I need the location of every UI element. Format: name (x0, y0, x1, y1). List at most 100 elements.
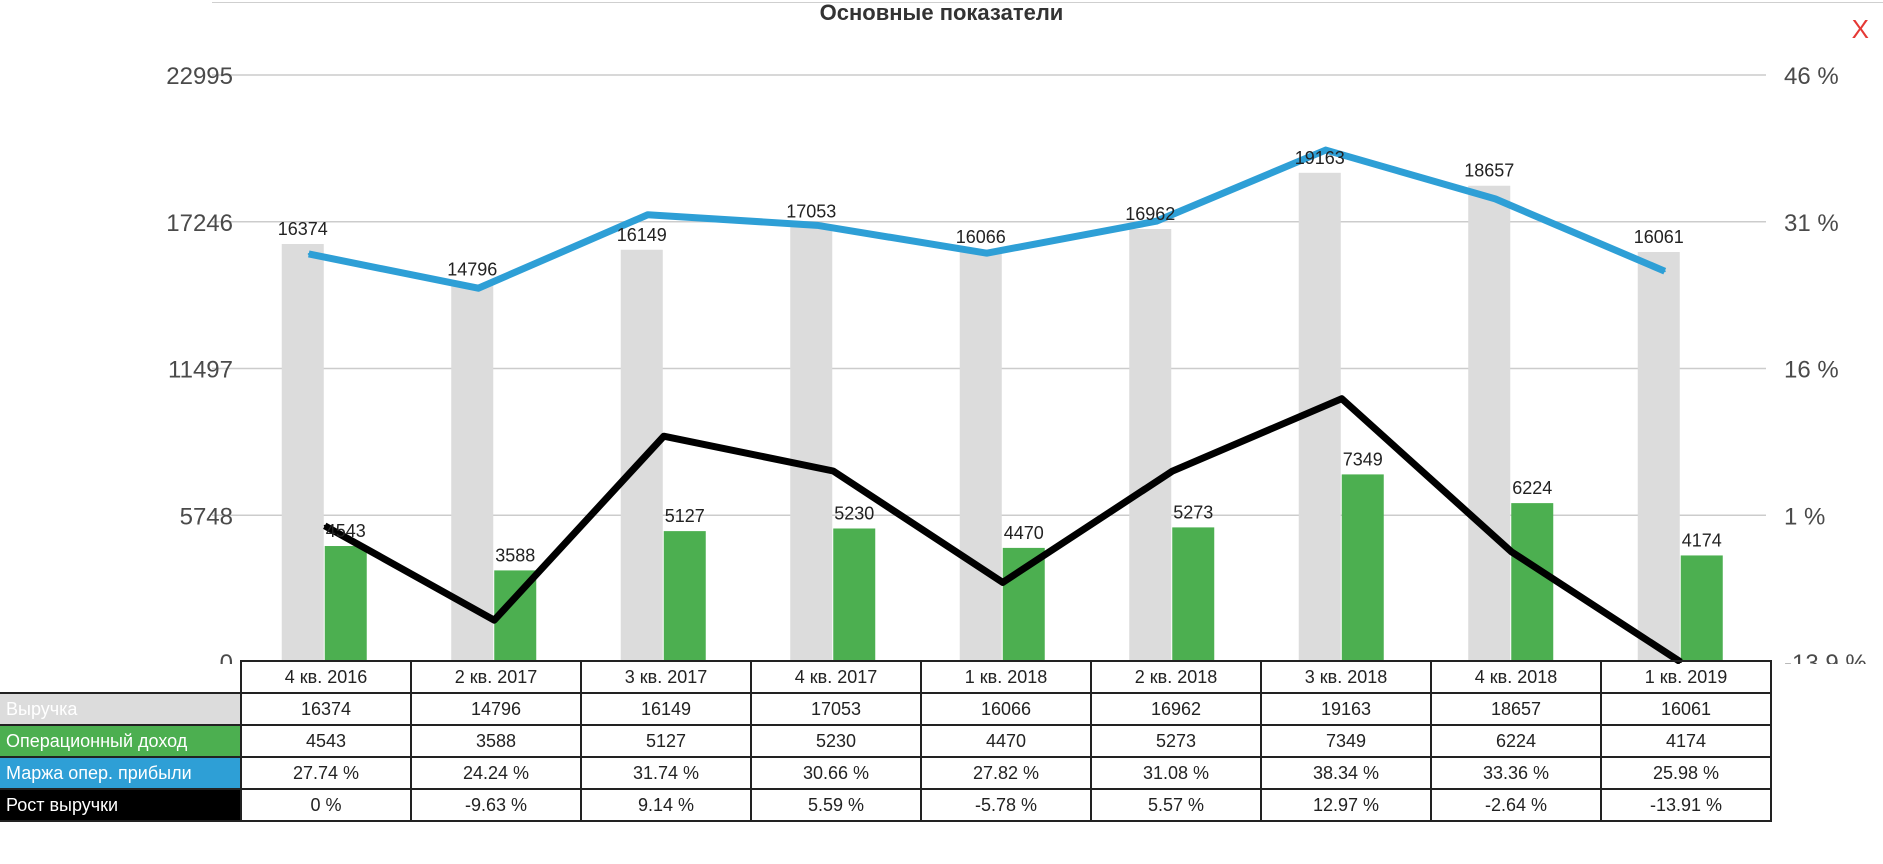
category-header: 2 кв. 2017 (410, 660, 582, 694)
category-header: 2 кв. 2018 (1090, 660, 1262, 694)
right-tick-label: 16 % (1784, 357, 1839, 384)
growth-point (323, 524, 326, 527)
op-income-value-label: 4174 (1682, 530, 1722, 550)
growth-point (1171, 470, 1174, 473)
category-header: 3 кв. 2017 (580, 660, 752, 694)
op-income-value-label: 5273 (1173, 502, 1213, 522)
op-income-bar (1172, 527, 1215, 662)
table-cell: 7349 (1260, 724, 1432, 758)
revenue-value-label: 16061 (1634, 227, 1684, 247)
table-cell: 5.57 % (1090, 788, 1262, 822)
op-income-bar (1680, 555, 1723, 662)
margin-point (1494, 197, 1497, 200)
margin-point (1663, 270, 1666, 273)
category-header: 3 кв. 2018 (1260, 660, 1432, 694)
margin-point (477, 287, 480, 290)
margin-point (307, 252, 310, 255)
op-income-value-label: 6224 (1512, 478, 1552, 498)
table-cell: -9.63 % (410, 788, 582, 822)
table-cell: 6224 (1430, 724, 1602, 758)
right-axis-ticks: -13.9 % 1 % 16 % 31 % 46 % (1784, 63, 1867, 664)
revenue-value-label: 16149 (617, 225, 667, 245)
revenue-value-label: 17053 (786, 202, 836, 222)
right-tick-label: 31 % (1784, 210, 1839, 237)
table-cell: 17053 (750, 692, 922, 726)
margin-point (816, 224, 819, 227)
category-header: 1 кв. 2019 (1600, 660, 1772, 694)
margin-point (646, 213, 649, 216)
margin-point (1155, 220, 1158, 223)
top-rule (212, 2, 1883, 3)
op-income-bar (1341, 474, 1384, 662)
table-cell: -2.64 % (1430, 788, 1602, 822)
table-row: Рост выручки 0 % -9.63 % 9.14 % 5.59 % -5.78 … (0, 788, 1772, 822)
revenue-value-label: 16374 (278, 219, 328, 239)
table-cell: 4543 (240, 724, 412, 758)
op-income-bar (324, 546, 367, 662)
table-cell: 14796 (410, 692, 582, 726)
table-row: Выручка 16374 14796 16149 17053 16066 16962 191… (0, 692, 1772, 726)
table-cell: 5273 (1090, 724, 1262, 758)
left-tick-label: 17246 (166, 210, 233, 237)
table-cell: 25.98 % (1600, 756, 1772, 790)
category-header: 4 кв. 2016 (240, 660, 412, 694)
op-income-value-label: 5230 (834, 503, 874, 523)
table-cell: 12.97 % (1260, 788, 1432, 822)
op-income-bar (833, 528, 876, 662)
category-header: 4 кв. 2017 (750, 660, 922, 694)
right-tick-label: 46 % (1784, 63, 1839, 90)
margin-point (985, 252, 988, 255)
table-cell: 3588 (410, 724, 582, 758)
table-cell: -13.91 % (1600, 788, 1772, 822)
left-axis-ticks: 0 5748 11497 17246 22995 (166, 63, 233, 664)
revenue-bar (959, 251, 1002, 662)
chart-plot: 0 5748 11497 17246 22995 -13.9 % 1 % 16 % 31 % 4… (166, 63, 1867, 664)
lines (307, 146, 1683, 664)
table-cell: 33.36 % (1430, 756, 1602, 790)
margin-point (1324, 149, 1327, 152)
table-cell: 31.74 % (580, 756, 752, 790)
series-label: Операционный доход (0, 724, 242, 758)
table-cell: 31.08 % (1090, 756, 1262, 790)
revenue-bar (281, 244, 324, 662)
table-cell: 16962 (1090, 692, 1262, 726)
revenue-value-label: 16962 (1125, 204, 1175, 224)
table-cell: 18657 (1430, 692, 1602, 726)
table-cell: 19163 (1260, 692, 1432, 726)
chart-title: Основные показатели (819, 0, 1064, 25)
table-cell: 5230 (750, 724, 922, 758)
revenue-bar (790, 226, 833, 662)
right-tick-label: -13.9 % (1784, 650, 1867, 664)
table-cell: 16374 (240, 692, 412, 726)
revenue-value-label: 19163 (1295, 148, 1345, 168)
table-row: Операционный доход 4543 3588 5127 5230 4470 52… (0, 724, 1772, 758)
table-cell: 0 % (240, 788, 412, 822)
table-cell: 5127 (580, 724, 752, 758)
table-cell: 27.82 % (920, 756, 1092, 790)
op-income-value-label: 7349 (1343, 449, 1383, 469)
table-header-row: 4 кв. 2016 2 кв. 2017 3 кв. 2017 4 кв. 2017… (0, 660, 1772, 694)
op-income-value-label: 4543 (326, 521, 366, 541)
table-cell: 4174 (1600, 724, 1772, 758)
table-cell: 27.74 % (240, 756, 412, 790)
table-cell: 9.14 % (580, 788, 752, 822)
revenue-bar (1637, 252, 1680, 662)
table-cell: 30.66 % (750, 756, 922, 790)
left-tick-label: 0 (220, 650, 233, 664)
left-tick-label: 5748 (180, 503, 233, 530)
op-income-bar (663, 531, 706, 662)
revenue-value-label: 14796 (447, 259, 497, 279)
table-corner (0, 661, 241, 694)
revenue-value-label: 18657 (1464, 161, 1514, 181)
revenue-bar (1129, 229, 1172, 662)
table-row: Маржа опер. прибыли 27.74 % 24.24 % 31.74 %… (0, 756, 1772, 790)
table-cell: 16066 (920, 692, 1092, 726)
table-cell: 24.24 % (410, 756, 582, 790)
close-button[interactable]: X (1851, 14, 1869, 44)
op-income-value-label: 5127 (665, 506, 705, 526)
series-label: Рост выручки (0, 788, 242, 822)
op-income-bar (1511, 503, 1554, 662)
growth-point (1510, 550, 1513, 553)
table-cell: 16061 (1600, 692, 1772, 726)
table-cell: 38.34 % (1260, 756, 1432, 790)
